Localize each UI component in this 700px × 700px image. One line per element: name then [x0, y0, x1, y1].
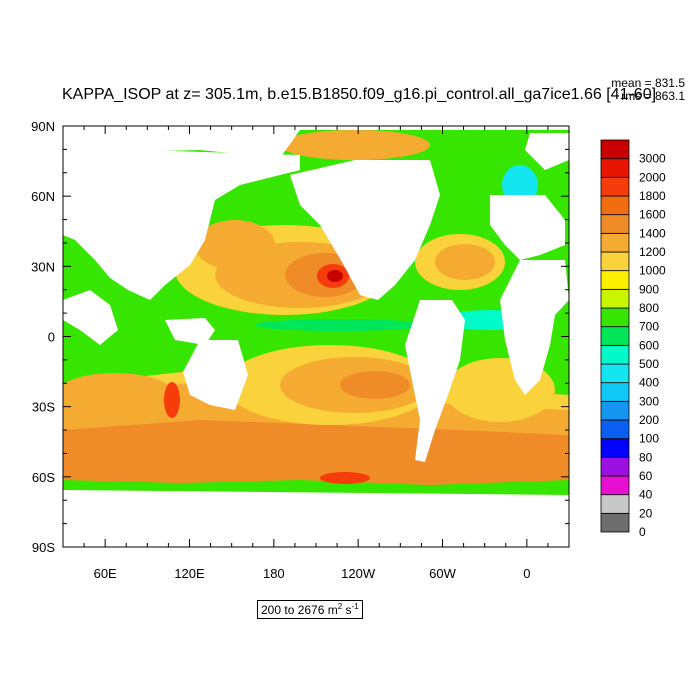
colorbar-swatch — [600, 158, 630, 178]
colorbar-swatch — [600, 270, 630, 290]
colorbar-level-label: 1600 — [639, 208, 666, 222]
colorbar-swatch — [600, 176, 630, 197]
colorbar-level-label: 700 — [639, 320, 659, 334]
colorbar-swatch — [600, 382, 630, 402]
x-tick-label: 120E — [174, 566, 205, 581]
australia — [183, 340, 248, 410]
land-masses — [63, 126, 569, 547]
range-label: 200 to 2676 m2 s-1 — [257, 600, 363, 619]
colorbar-swatch — [600, 251, 630, 272]
colorbar-level-label: 1800 — [639, 189, 666, 203]
north-pacific-core — [327, 270, 343, 282]
agulhas-like-red — [164, 382, 180, 418]
colorbar-swatch — [600, 307, 630, 328]
y-tick-label: 60N — [31, 189, 55, 204]
colorbar-swatch — [600, 438, 630, 458]
colorbar-level-label: 1000 — [639, 264, 666, 278]
south-america — [405, 300, 465, 462]
colorbar-labels: 0 20 40 60 80 100 200 300 400 500 600 700 800 900 1000… — [639, 152, 666, 539]
colorbar-level-label: 100 — [639, 432, 659, 446]
colorbar-swatch — [600, 456, 630, 477]
range-unit-exp1: 2 — [337, 602, 343, 611]
indian-subcontinent — [63, 290, 118, 345]
colorbar-level-label: 1400 — [639, 226, 666, 240]
x-tick-label: 120W — [341, 566, 376, 581]
southern-red-spot — [320, 472, 370, 484]
x-tick-label: 60E — [94, 566, 117, 581]
colorbar-swatch — [600, 475, 630, 496]
colorbar-swatch — [600, 400, 630, 421]
x-tick-label: 60W — [429, 566, 456, 581]
axis-tick-labels: 60E 120E 180 120W 60W 0 90N 60N 30N 0 30S 60S 90S — [31, 119, 530, 581]
colorbar-swatch — [600, 344, 630, 365]
colorbar-swatch — [600, 326, 630, 346]
colorbar-level-label: 200 — [639, 413, 659, 427]
colorbar-level-label: 800 — [639, 301, 659, 315]
range-unit-mid: s — [342, 603, 352, 617]
colorbar-level-label: 900 — [639, 282, 659, 296]
indian-ocean-orange — [63, 373, 175, 417]
north-atlantic-orange — [435, 244, 495, 280]
colorbar-swatch — [600, 494, 630, 514]
colorbar-swatch — [600, 195, 630, 216]
y-tick-label: 30N — [31, 259, 55, 274]
southern-band-darkorange — [63, 420, 569, 485]
map-field — [63, 126, 569, 547]
colorbar-level-label: 20 — [639, 506, 653, 520]
y-tick-label: 90S — [32, 540, 55, 555]
eurasia — [63, 150, 300, 300]
colorbar-level-label: 80 — [639, 450, 653, 464]
colorbar-level-label: 0 — [639, 525, 646, 539]
x-tick-label: 180 — [263, 566, 285, 581]
colorbar-level-label: 500 — [639, 357, 659, 371]
south-pacific-core — [340, 371, 410, 399]
antarctica — [63, 490, 569, 547]
kuroshio-orange — [195, 220, 275, 270]
colorbar-swatch — [600, 363, 630, 384]
colorbar-swatch — [600, 419, 630, 440]
colorbar-level-label: 60 — [639, 469, 653, 483]
colorbar-swatch — [600, 232, 630, 253]
colorbar-level-label: 2000 — [639, 170, 666, 184]
plot-title: KAPPA_ISOP at z= 305.1m, b.e15.B1850.f09… — [62, 86, 657, 103]
north-america — [290, 160, 440, 300]
y-tick-label: 60S — [32, 470, 55, 485]
colorbar-level-label: 600 — [639, 338, 659, 352]
equatorial-band — [255, 319, 425, 331]
colorbar-level-label: 40 — [639, 488, 653, 502]
y-tick-label: 90N — [31, 119, 55, 134]
europe — [490, 195, 565, 260]
y-tick-label: 0 — [48, 330, 55, 345]
colorbar — [600, 139, 630, 533]
colorbar-level-label: 300 — [639, 394, 659, 408]
rms-stat: rms = 863.1 — [621, 89, 685, 103]
axis-tick-marks — [62, 125, 570, 548]
africa — [500, 260, 569, 395]
greenland — [525, 133, 569, 170]
maritime-continent — [165, 318, 215, 345]
y-tick-label: 30S — [32, 400, 55, 415]
colorbar-swatch — [600, 512, 630, 533]
colorbar-swatch — [600, 214, 630, 234]
x-tick-label: 0 — [523, 566, 530, 581]
colorbar-swatch — [600, 288, 630, 309]
colorbar-level-label: 1200 — [639, 245, 666, 259]
range-unit-exp2: -1 — [351, 602, 359, 611]
colorbar-swatch — [600, 139, 630, 160]
arctic-orange — [280, 130, 430, 160]
mean-stat: mean = 831.5 — [611, 76, 685, 90]
colorbar-level-label: 3000 — [639, 152, 666, 166]
colorbar-level-label: 400 — [639, 376, 659, 390]
range-text: 200 to 2676 m — [261, 603, 338, 617]
